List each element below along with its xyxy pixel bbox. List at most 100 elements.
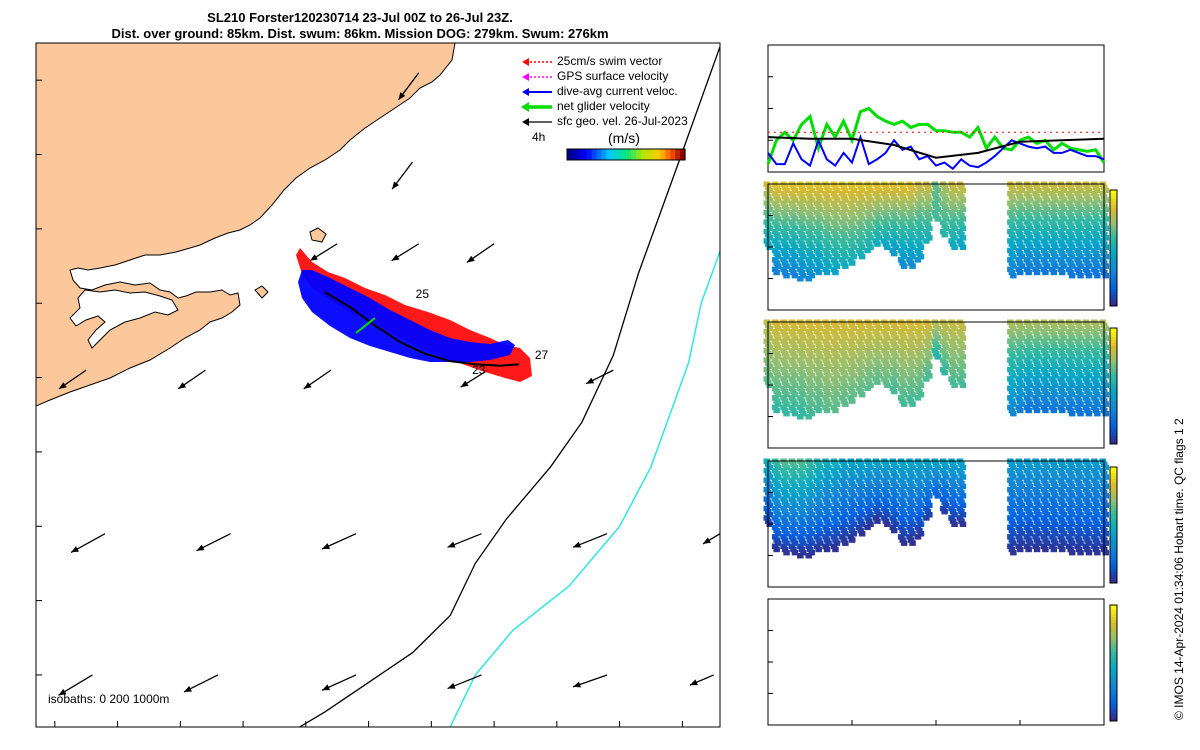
section-2-point-29-28 bbox=[1008, 546, 1016, 553]
section-2-point-34-12 bbox=[1049, 496, 1056, 502]
section-1-point-30-17 bbox=[1018, 373, 1025, 379]
section-3-colorbar-cell-6 bbox=[1110, 700, 1117, 705]
section-0-point-38-20 bbox=[1085, 244, 1093, 250]
day-label-25: 25 bbox=[416, 287, 430, 301]
section-1-point-35-6 bbox=[1057, 338, 1064, 344]
section-2-point-23-11 bbox=[959, 493, 967, 499]
section-0-point-38-5 bbox=[1085, 197, 1093, 203]
section-2-point-36-15 bbox=[1065, 505, 1073, 512]
section-1-point-15-22 bbox=[891, 388, 898, 395]
map-colorbar-cell-22 bbox=[675, 149, 681, 160]
section-0-point-15-13 bbox=[891, 222, 898, 228]
section-0-point-13-18 bbox=[872, 238, 880, 244]
section-2-point-5-24 bbox=[805, 534, 812, 540]
section-1-point-36-17 bbox=[1068, 373, 1076, 379]
section-2-point-36-22 bbox=[1067, 527, 1074, 534]
section-2-point-32-9 bbox=[1032, 486, 1039, 493]
section-1-point-22-15 bbox=[948, 366, 955, 373]
section-2-point-12-8 bbox=[867, 483, 874, 490]
section-0-point-10-8 bbox=[850, 206, 857, 213]
section-0-colorbar-cell-7 bbox=[1110, 282, 1117, 287]
section-0-point-37-29 bbox=[1077, 272, 1084, 279]
section-0-point-14-4 bbox=[882, 194, 890, 200]
section-1-point-4-10 bbox=[798, 351, 806, 357]
section-0-point-22-11 bbox=[951, 216, 958, 222]
section-2-point-36-24 bbox=[1065, 534, 1073, 540]
section-2-point-29-4 bbox=[1008, 471, 1016, 477]
section-2-point-29-20 bbox=[1010, 521, 1017, 527]
section-0-point-29-1 bbox=[1008, 184, 1016, 191]
section-0-point-40-23 bbox=[1102, 253, 1109, 260]
section-1-point-1-12 bbox=[771, 357, 779, 363]
section-2-point-30-20 bbox=[1018, 521, 1025, 527]
section-1-point-33-25 bbox=[1042, 398, 1049, 404]
section-0-point-7-24 bbox=[822, 257, 829, 263]
section-2-point-15-17 bbox=[892, 512, 899, 518]
section-0-point-35-16 bbox=[1059, 231, 1066, 238]
section-2-point-17-11 bbox=[909, 493, 916, 499]
section-1-point-33-13 bbox=[1042, 360, 1049, 366]
section-1-point-10-17 bbox=[850, 373, 857, 379]
section-0-point-40-6 bbox=[1099, 200, 1106, 206]
section-0-point-4-19 bbox=[798, 241, 806, 247]
section-1-point-37-23 bbox=[1077, 391, 1084, 398]
section-0-point-7-9 bbox=[822, 209, 829, 216]
section-2-point-37-12 bbox=[1074, 496, 1081, 502]
section-2-point-0-5 bbox=[766, 474, 773, 480]
section-0-point-10-23 bbox=[850, 253, 857, 260]
section-1-point-1-16 bbox=[773, 369, 780, 376]
section-2-point-39-1 bbox=[1092, 461, 1100, 468]
section-1-point-4-18 bbox=[797, 376, 804, 382]
section-1-colorbar-cell-35 bbox=[1110, 339, 1117, 343]
section-1-point-40-27 bbox=[1099, 404, 1106, 411]
section-2-point-36-13 bbox=[1067, 499, 1074, 505]
section-0-point-16-24 bbox=[897, 257, 905, 263]
section-0-point-8-6 bbox=[830, 200, 838, 206]
section-0-point-39-2 bbox=[1094, 187, 1101, 194]
section-0-point-16-13 bbox=[899, 222, 906, 228]
section-1-point-32-10 bbox=[1033, 351, 1041, 357]
section-1-point-7-20 bbox=[825, 382, 832, 388]
section-2-point-19-5 bbox=[926, 474, 933, 480]
section-2-colorbar-cell-36 bbox=[1110, 475, 1117, 480]
section-1-point-29-27 bbox=[1007, 404, 1014, 411]
section-1-point-23-20 bbox=[959, 382, 967, 388]
section-2-colorbar-cell-8 bbox=[1110, 556, 1117, 561]
section-2-point-38-24 bbox=[1082, 534, 1090, 540]
section-2-point-15-15 bbox=[889, 505, 896, 512]
section-1-point-12-2 bbox=[867, 325, 874, 332]
section-0-point-35-8 bbox=[1060, 206, 1067, 213]
section-1-point-33-20 bbox=[1043, 382, 1051, 388]
section-2-colorbar-cell-11 bbox=[1110, 548, 1117, 552]
section-1-point-3-26 bbox=[791, 401, 799, 407]
section-1-point-35-3 bbox=[1057, 328, 1064, 335]
section-1-point-18-3 bbox=[914, 328, 922, 335]
section-0-point-17-11 bbox=[909, 216, 916, 222]
section-1-colorbar-cell-20 bbox=[1110, 383, 1117, 387]
section-2-point-38-6 bbox=[1082, 477, 1090, 483]
section-1-point-40-5 bbox=[1102, 335, 1109, 341]
section-0-point-39-9 bbox=[1091, 209, 1098, 216]
section-0-colorbar-cell-26 bbox=[1110, 227, 1117, 232]
section-1-point-33-4 bbox=[1042, 332, 1049, 338]
section-0-point-5-23 bbox=[808, 253, 815, 260]
section-2-point-6-9 bbox=[813, 486, 821, 493]
section-2-point-8-17 bbox=[833, 512, 841, 518]
section-1-point-10-23 bbox=[850, 391, 857, 398]
section-1-point-23-1 bbox=[958, 322, 965, 329]
section-0-colorbar-cell-33 bbox=[1110, 207, 1117, 211]
section-2-point-1-1 bbox=[773, 461, 780, 468]
section-1-point-5-4 bbox=[807, 332, 814, 338]
section-0-point-2-26 bbox=[783, 263, 790, 269]
section-0-point-36-18 bbox=[1065, 238, 1073, 244]
section-2-point-19-15 bbox=[923, 505, 930, 512]
section-0-point-37-4 bbox=[1075, 194, 1083, 200]
section-1-point-20-3 bbox=[931, 328, 938, 335]
section-0-point-36-2 bbox=[1068, 187, 1076, 194]
section-1-point-35-20 bbox=[1060, 382, 1067, 388]
section-0-colorbar-cell-31 bbox=[1110, 213, 1117, 217]
section-0-point-36-12 bbox=[1065, 219, 1073, 225]
section-0-point-6-28 bbox=[815, 269, 822, 276]
section-0-point-18-20 bbox=[917, 244, 925, 250]
section-2-point-9-22 bbox=[840, 527, 848, 534]
